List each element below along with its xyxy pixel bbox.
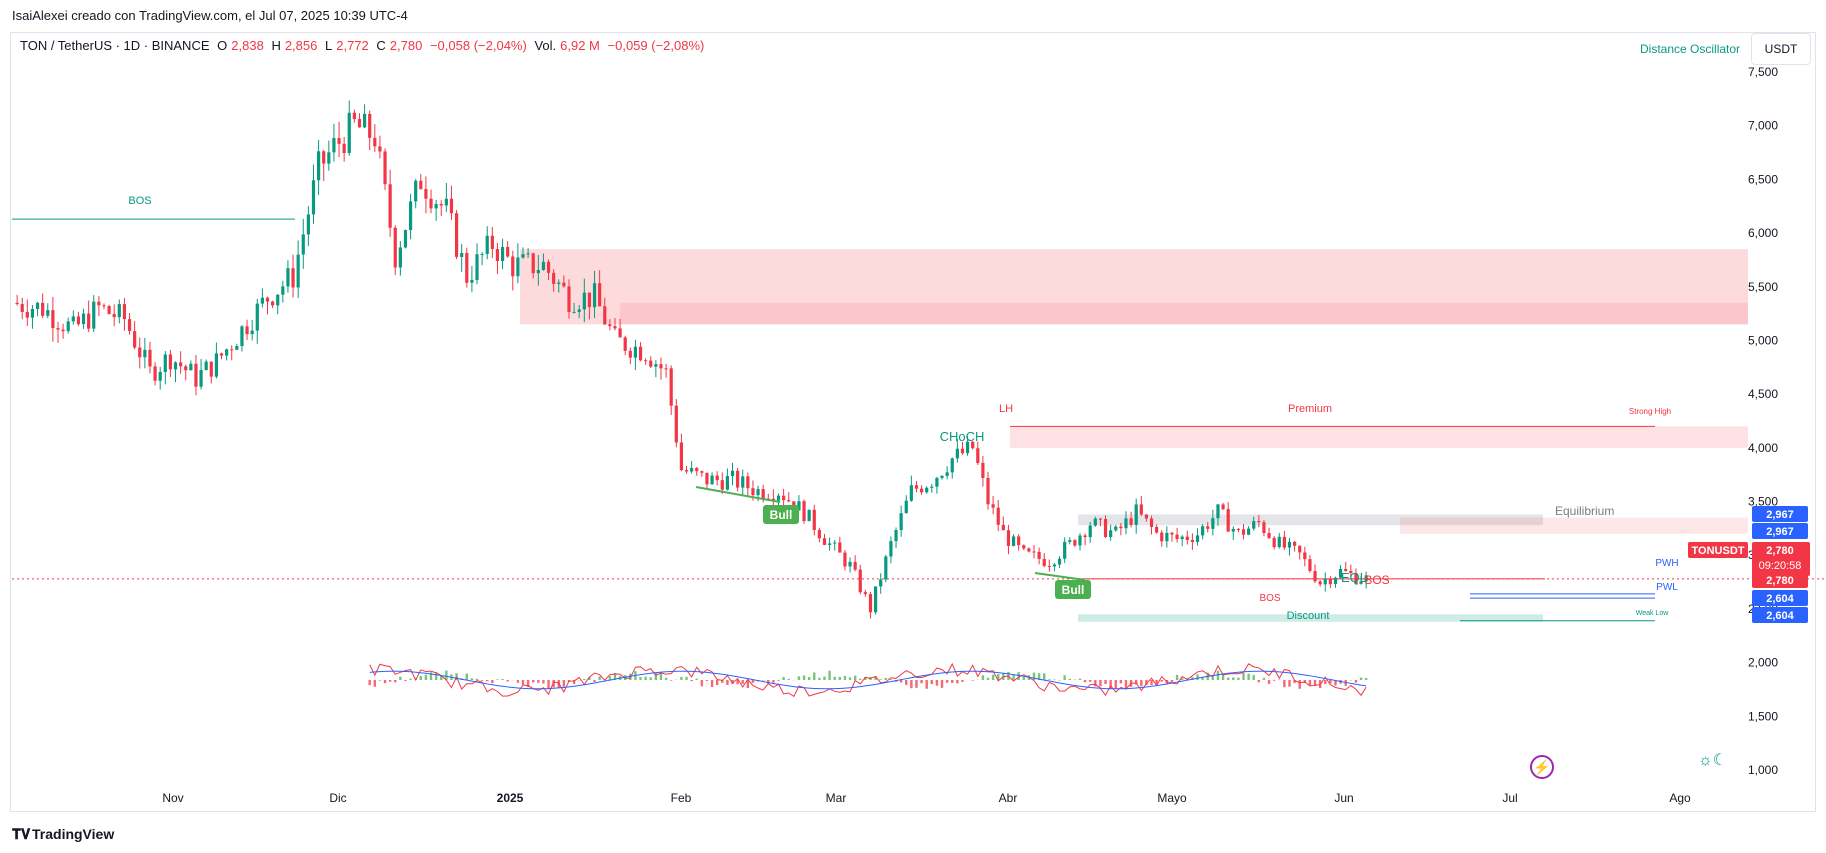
open-label: O	[217, 38, 228, 53]
bolt-icon[interactable]: ⚡	[1530, 755, 1554, 779]
currency-button[interactable]: USDT	[1751, 33, 1811, 65]
attribution-text: IsaiAlexei creado con TradingView.com, e…	[12, 8, 408, 23]
footer-brand: 𝐓𝐕 TradingView	[12, 826, 114, 843]
change-value: −0,058 (−2,04%)	[429, 38, 527, 53]
footer-brand-text: TradingView	[32, 826, 115, 842]
tradingview-logo-icon: 𝐓𝐕	[12, 826, 31, 842]
high-value: 2,856	[284, 38, 318, 53]
close-label: C	[376, 38, 386, 53]
low-label: L	[325, 38, 333, 53]
symbol-label[interactable]: TON / TetherUS · 1D · BINANCE	[20, 38, 210, 53]
volume-change: −0,059 (−2,08%)	[607, 38, 705, 53]
volume-value: 6,92 M	[560, 38, 600, 53]
theme-toggle-icon[interactable]: ☼☾	[1698, 752, 1728, 769]
chart-frame	[10, 32, 1816, 812]
distance-oscillator-label[interactable]: Distance Oscillator	[1640, 42, 1741, 56]
ohlc-legend: TON / TetherUS · 1D · BINANCE O 2,838 H 2,…	[20, 38, 708, 53]
close-value: 2,780	[389, 38, 423, 53]
high-label: H	[271, 38, 281, 53]
volume-label: Vol.	[534, 38, 557, 53]
open-value: 2,838	[231, 38, 264, 53]
low-value: 2,772	[336, 38, 369, 53]
